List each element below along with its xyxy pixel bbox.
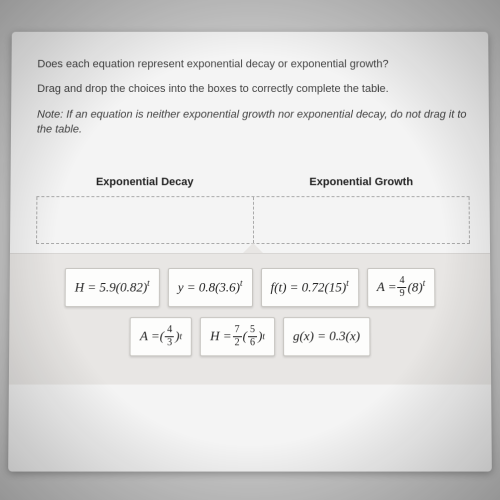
instruction-note: Note: If an equation is neither exponent…	[37, 108, 469, 138]
frac-den: 6	[248, 337, 257, 348]
header-growth: Exponential Growth	[253, 176, 470, 188]
frac-num: 5	[248, 325, 257, 337]
frac-num: 4	[397, 276, 406, 288]
tile-text: H = 5.9(0.82)	[75, 280, 147, 295]
instruction-line-2: Drag and drop the choices into the boxes…	[37, 82, 469, 97]
tile-g-x[interactable]: g(x) = 0.3(x)	[283, 317, 370, 356]
tile-a-4-3[interactable]: A = ( 4 3 )t	[130, 317, 192, 356]
tile-text: g(x) = 0.3(x)	[293, 328, 360, 344]
tile-a-4-9[interactable]: A = 4 9 (8)t	[367, 268, 436, 307]
dropzone-decay[interactable]	[36, 197, 252, 243]
tile-text: f(t) = 0.72(15)	[271, 280, 347, 295]
fraction-icon: 4 9	[397, 276, 406, 299]
tile-row-1: H = 5.9(0.82)t y = 0.8(3.6)t f(t) = 0.72…	[22, 268, 479, 307]
tile-f-t[interactable]: f(t) = 0.72(15)t	[261, 268, 359, 307]
tile-tray: H = 5.9(0.82)t y = 0.8(3.6)t f(t) = 0.72…	[9, 253, 491, 385]
fraction-icon: 4 3	[165, 325, 174, 348]
tile-h-7-2[interactable]: H = 7 2 ( 5 6 )t	[200, 317, 275, 356]
frac-den: 2	[233, 337, 242, 348]
tile-text: y = 0.8(3.6)	[178, 280, 240, 295]
tray-pointer-icon	[243, 243, 263, 253]
frac-num: 7	[233, 325, 242, 337]
tile-text: (8)	[408, 280, 423, 295]
fraction-icon: 7 2	[233, 325, 242, 348]
header-decay: Exponential Decay	[36, 176, 253, 188]
note-label: Note:	[37, 109, 63, 121]
tile-text: A =	[140, 328, 160, 344]
dropzone-growth[interactable]	[252, 197, 469, 243]
note-text: If an equation is neither exponential gr…	[37, 109, 467, 136]
content-area: Does each equation represent exponential…	[10, 32, 490, 253]
dropzone-row	[36, 196, 470, 244]
tile-text: A =	[377, 279, 397, 295]
tile-h-5-9[interactable]: H = 5.9(0.82)t	[65, 268, 160, 307]
frac-num: 4	[165, 325, 174, 337]
fraction-icon: 5 6	[248, 325, 257, 348]
tile-row-2: A = ( 4 3 )t H = 7 2 ( 5 6 )t	[21, 317, 479, 356]
frac-den: 3	[165, 337, 174, 348]
tile-y-0-8[interactable]: y = 0.8(3.6)t	[168, 268, 253, 307]
table-headers: Exponential Decay Exponential Growth	[36, 176, 469, 196]
frac-den: 9	[398, 288, 407, 299]
instruction-line-1: Does each equation represent exponential…	[37, 57, 468, 72]
worksheet-frame: Does each equation represent exponential…	[8, 32, 492, 472]
tile-text: H =	[210, 328, 232, 344]
